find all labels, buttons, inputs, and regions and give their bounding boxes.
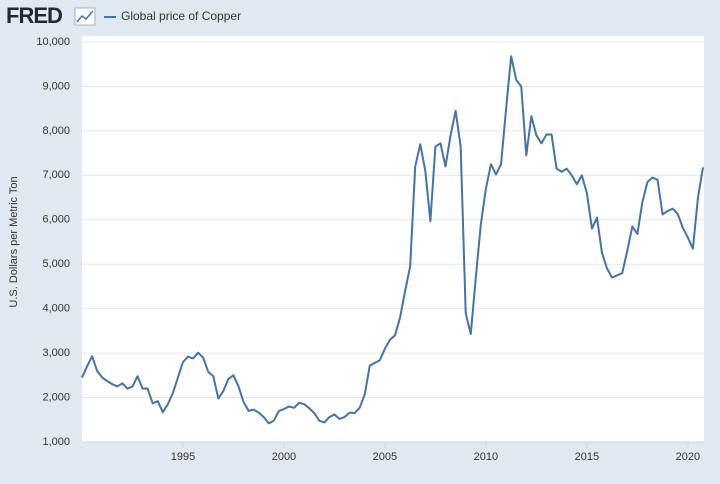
- y-tick-label: 9,000: [42, 80, 70, 92]
- y-tick-label: 4,000: [42, 303, 70, 315]
- x-tick-label: 2000: [272, 451, 296, 463]
- x-tick-label: 2010: [474, 451, 498, 463]
- y-tick-label: 5,000: [42, 258, 70, 270]
- x-tick-label: 1995: [171, 451, 195, 463]
- x-tick-label: 2020: [676, 451, 700, 463]
- y-tick-label: 8,000: [42, 125, 70, 137]
- x-tick-label: 2005: [373, 451, 397, 463]
- y-tick-label: 6,000: [42, 214, 70, 226]
- y-tick-label: 2,000: [42, 391, 70, 403]
- series-line: [81, 55, 704, 425]
- plot-area: [82, 36, 704, 442]
- legend-label: Global price of Copper: [121, 9, 241, 23]
- y-tick-label: 7,000: [42, 169, 70, 181]
- x-tick-label: 2015: [575, 451, 599, 463]
- y-tick-label: 10,000: [36, 36, 70, 48]
- y-tick-label: 3,000: [42, 347, 70, 359]
- logo-icon: [74, 7, 96, 26]
- y-axis-label: U.S. Dollars per Metric Ton: [8, 176, 20, 307]
- y-tick-label: 1,000: [42, 436, 70, 448]
- logo: FRED: [6, 3, 62, 28]
